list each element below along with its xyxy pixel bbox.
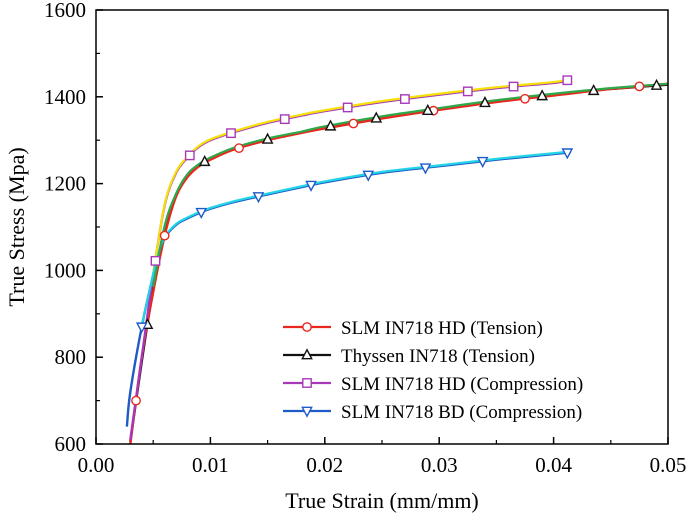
data-point (198, 154, 211, 167)
data-point (135, 322, 148, 334)
data-point (476, 156, 489, 168)
data-point (305, 180, 317, 192)
data-point (421, 103, 434, 116)
data-point (419, 163, 432, 175)
y-tick-label: 1400 (44, 85, 86, 109)
data-point (252, 192, 265, 204)
data-point (370, 111, 383, 123)
data-point (195, 207, 208, 219)
y-tick-label: 1000 (44, 258, 86, 282)
x-tick-label: 0.00 (78, 453, 115, 477)
data-point (520, 93, 530, 104)
data-point (226, 128, 236, 139)
data-point (562, 75, 573, 86)
legend-swatch-marker (301, 406, 313, 418)
legend-label: SLM IN718 HD (Compression) (341, 374, 583, 395)
data-point (159, 230, 170, 241)
legend: SLM IN718 HD (Tension) Thyssen IN718 (Ten… (283, 318, 583, 423)
data-point (587, 83, 600, 96)
data-point (150, 255, 161, 266)
y-tick-label: 800 (55, 345, 87, 369)
x-axis-title: True Strain (mm/mm) (285, 488, 479, 513)
legend-swatch-marker (302, 378, 312, 388)
y-tick-label: 1600 (44, 0, 86, 22)
data-point (234, 143, 244, 154)
x-tick-label: 0.04 (535, 453, 572, 477)
data-point (399, 94, 410, 104)
legend-label: SLM IN718 HD (Tension) (341, 318, 543, 339)
data-point (342, 102, 353, 113)
legend-label: SLM IN718 BD (Compression) (341, 402, 582, 423)
legend-label: Thyssen IN718 (Tension) (341, 346, 535, 367)
data-point (634, 81, 645, 92)
data-point (324, 119, 337, 131)
x-tick-label: 0.01 (192, 453, 229, 477)
data-point (348, 118, 359, 129)
data-point (184, 150, 195, 161)
data-point (462, 86, 473, 97)
x-tick-label: 0.05 (650, 453, 687, 477)
y-axis-title: True Stress (Mpa) (4, 147, 29, 306)
data-point (362, 170, 375, 182)
y-tick-label: 1200 (44, 172, 86, 196)
x-tick-label: 0.02 (306, 453, 343, 477)
data-point (479, 96, 491, 108)
data-point (561, 148, 574, 160)
data-point (650, 78, 663, 90)
data-point (261, 132, 274, 144)
x-tick-label: 0.03 (421, 453, 458, 477)
data-point (131, 395, 141, 406)
data-point (536, 89, 549, 101)
data-point (279, 114, 290, 125)
legend-swatch-marker (301, 348, 313, 360)
legend-swatch-marker (302, 322, 312, 332)
y-tick-label: 600 (55, 432, 87, 456)
data-point (508, 81, 519, 92)
